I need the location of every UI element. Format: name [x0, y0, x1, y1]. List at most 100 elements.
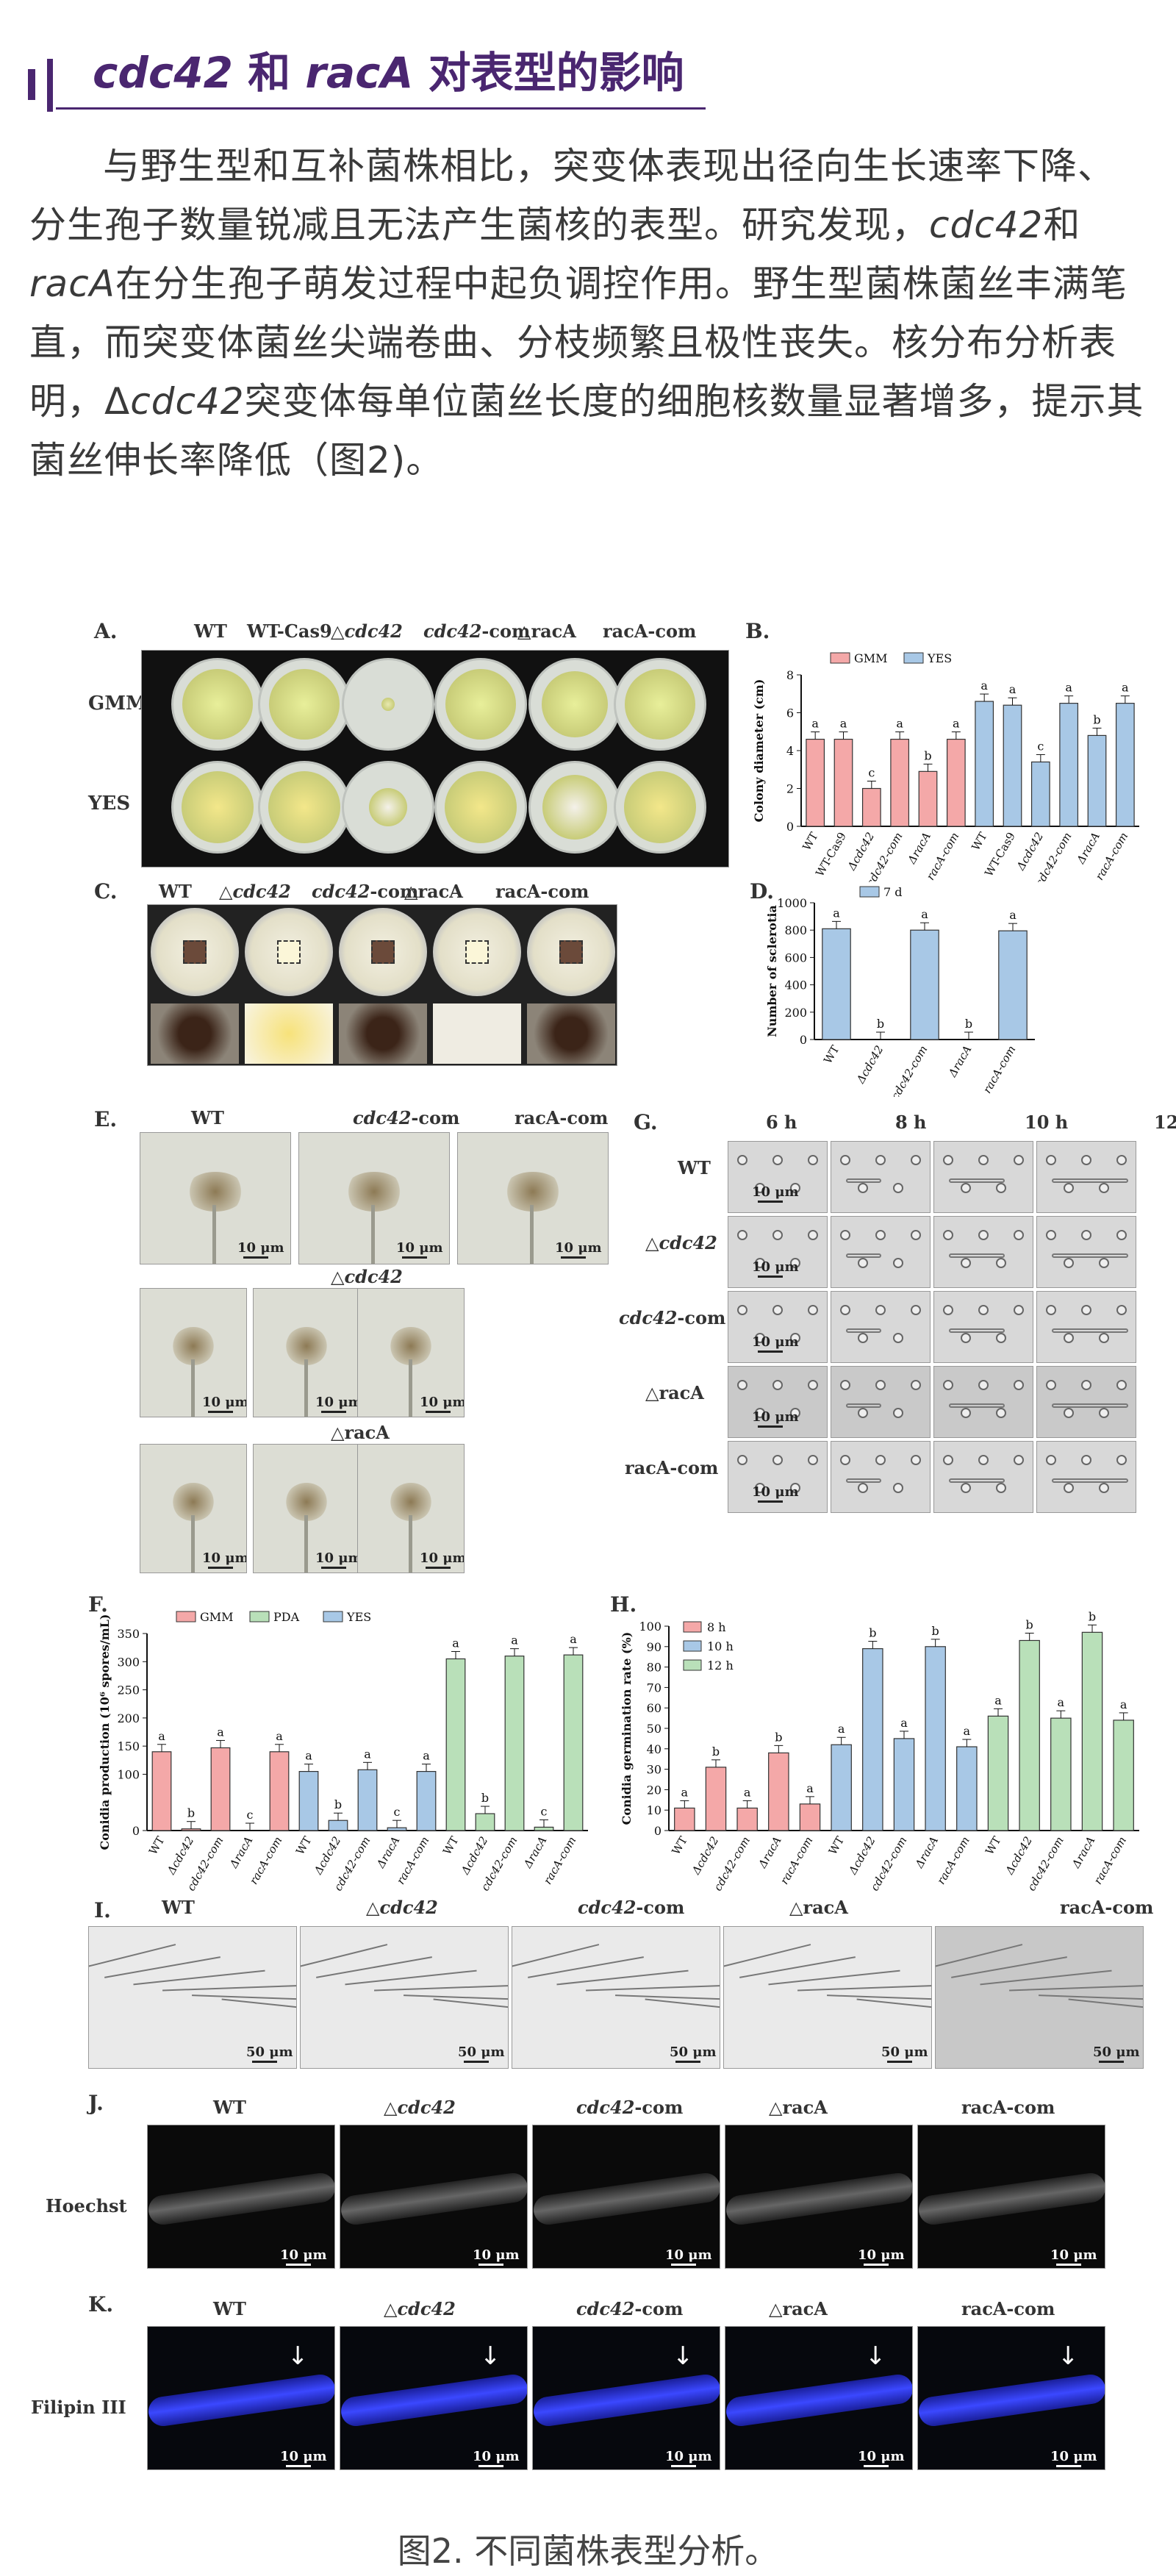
germling-image — [933, 1441, 1033, 1513]
spore — [1064, 1333, 1074, 1343]
zoom-box — [277, 940, 301, 964]
significance-letter: b — [877, 1017, 884, 1031]
bar — [1115, 703, 1135, 827]
bar — [918, 770, 938, 827]
spore — [875, 1455, 886, 1465]
colony — [269, 669, 340, 740]
spore — [790, 1183, 800, 1193]
hypha — [221, 1998, 296, 2019]
x-tick-label: WT — [821, 1043, 842, 1066]
hypha — [556, 1969, 689, 1986]
germling-image: 10 μm — [728, 1141, 828, 1213]
x-tick-label: cdc42-com — [889, 1043, 931, 1097]
significance-letter: a — [452, 1636, 459, 1650]
x-tick-label: Δcdc42 — [689, 1834, 721, 1878]
spore — [961, 1483, 971, 1493]
sclerotia-zoom — [527, 1003, 615, 1064]
hoechst-images: WT 10 μm △cdc42 10 μm cdc42-com 10 μm △racA 10 … — [147, 2097, 1147, 2280]
petri-dish — [171, 761, 264, 854]
scale-bar-line — [426, 1411, 451, 1413]
scale-bar: 10 μm — [473, 2247, 520, 2263]
sclerotia-zoom — [151, 1003, 239, 1064]
scale-bar-line — [864, 2465, 889, 2467]
y-tick-label: 250 — [117, 1684, 140, 1697]
y-axis-label: Conidia germination rate (%) — [620, 1632, 634, 1825]
colony — [541, 670, 609, 738]
colony — [368, 787, 408, 827]
spore — [961, 1258, 971, 1268]
x-tick-label: racA-com — [980, 1043, 1019, 1095]
column-label-0: WT — [194, 620, 227, 642]
spore — [840, 1230, 850, 1240]
bar — [946, 738, 966, 827]
conidiophore-image: 10 μm — [298, 1132, 450, 1264]
germling-image — [933, 1141, 1033, 1213]
g-row-label-1: △cdc42 — [645, 1232, 717, 1253]
scale-bar-line — [675, 2061, 700, 2063]
bar — [1087, 734, 1107, 827]
x-tick-label: Δcdc42 — [458, 1834, 490, 1878]
spore — [737, 1230, 747, 1240]
germling-image — [933, 1366, 1033, 1438]
bar — [831, 1744, 852, 1831]
spore — [858, 1258, 868, 1268]
arrow-icon: ↓ — [287, 2341, 309, 2371]
y-tick-label: 300 — [117, 1655, 140, 1669]
x-tick-label: WT — [983, 1834, 1003, 1857]
scale-bar-line — [243, 1256, 268, 1259]
significance-letter: c — [541, 1804, 548, 1818]
spore — [1046, 1455, 1056, 1465]
stain-head-1: △cdc42 — [384, 2298, 456, 2319]
time-label-2: 10 h — [1025, 1112, 1069, 1133]
legend-label: 8 h — [707, 1620, 726, 1634]
conidiophore-image: 10 μm — [140, 1132, 291, 1264]
time-label-0: 6 h — [766, 1112, 797, 1133]
arrow-icon: ↓ — [1058, 2341, 1079, 2371]
panel-label-f: F. — [88, 1592, 108, 1617]
germination-time-course: 6 h 8 h 10 h 12 h WT 10 μm △cdc42 10 μm cdc42-co… — [619, 1112, 1176, 1513]
spore — [996, 1258, 1006, 1268]
scale-bar: 10 μm — [665, 2449, 712, 2464]
significance-letter: a — [838, 1722, 845, 1736]
y-tick-label: 90 — [647, 1640, 662, 1654]
hypha-tube — [725, 2171, 912, 2227]
column-label-c-1: △cdc42 — [219, 881, 291, 902]
spore — [808, 1230, 818, 1240]
bar — [328, 1820, 348, 1831]
body-paragraph: 与野生型和互补菌株相比，突变体表现出径向生长速率下降、分生孢子数量锐减且无法产生… — [29, 145, 1144, 482]
spore — [790, 1333, 800, 1343]
scale-bar: 50 μm — [670, 2044, 717, 2060]
significance-letter: a — [964, 1724, 971, 1738]
panel-label-c: C. — [94, 879, 118, 904]
y-tick-label: 100 — [639, 1620, 662, 1634]
x-tick-label: ΔracA — [912, 1834, 941, 1871]
y-tick-label: 800 — [784, 923, 807, 937]
arrow-icon: ↓ — [865, 2341, 886, 2371]
scale-bar: 10 μm — [752, 1334, 799, 1350]
germ-tube — [846, 1178, 881, 1183]
hypha — [374, 1984, 508, 1992]
significance-letter: a — [1122, 681, 1129, 695]
fluorescence-image: 10 μm — [147, 2125, 335, 2269]
arrow-icon: ↓ — [480, 2341, 501, 2371]
stain-head-2: cdc42-com — [576, 2097, 684, 2118]
legend-label: 12 h — [707, 1659, 734, 1672]
spore — [737, 1305, 747, 1315]
legend-label: GMM — [854, 651, 888, 665]
x-tick-label: WT — [293, 1834, 314, 1857]
bar — [705, 1767, 727, 1831]
x-tick-label: ΔracA — [1069, 1834, 1097, 1871]
spore — [978, 1455, 989, 1465]
spore — [875, 1305, 886, 1315]
stipe — [409, 1359, 413, 1417]
bar — [736, 1807, 758, 1831]
fluorescence-image: 10 μm — [917, 2125, 1105, 2269]
legend-label: GMM — [200, 1610, 234, 1624]
scale-bar: 10 μm — [420, 1550, 465, 1566]
spore — [875, 1230, 886, 1240]
x-tick-label: Δcdc42 — [853, 1043, 886, 1087]
legend-label: YES — [346, 1610, 371, 1624]
spore — [840, 1305, 850, 1315]
spore — [858, 1408, 868, 1418]
germling-image — [933, 1216, 1033, 1288]
